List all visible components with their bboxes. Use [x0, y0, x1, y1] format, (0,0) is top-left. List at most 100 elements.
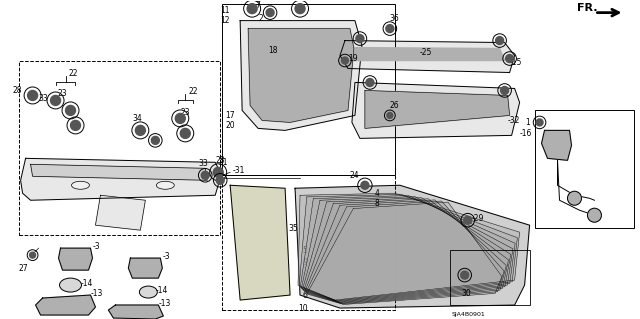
Polygon shape — [36, 295, 95, 315]
Text: 8: 8 — [375, 199, 380, 208]
Text: 27: 27 — [19, 263, 28, 273]
Text: 35: 35 — [288, 224, 298, 233]
Ellipse shape — [156, 181, 174, 189]
Circle shape — [356, 34, 364, 42]
Circle shape — [461, 271, 468, 279]
Text: 6: 6 — [302, 291, 307, 300]
Circle shape — [216, 176, 224, 184]
Polygon shape — [352, 48, 504, 61]
Circle shape — [266, 9, 274, 17]
Text: -14: -14 — [156, 286, 168, 294]
Circle shape — [180, 128, 190, 138]
Circle shape — [65, 106, 76, 115]
Text: 19: 19 — [348, 54, 358, 63]
Circle shape — [464, 216, 472, 224]
Text: 33: 33 — [198, 159, 208, 168]
Text: -3: -3 — [163, 252, 170, 261]
Bar — [534, 110, 634, 228]
Text: 17: 17 — [225, 111, 235, 120]
Text: -3: -3 — [92, 242, 100, 251]
Bar — [222, 4, 395, 175]
Polygon shape — [108, 305, 163, 319]
Polygon shape — [541, 130, 572, 160]
Text: 23: 23 — [58, 89, 67, 98]
Text: 10: 10 — [298, 303, 308, 313]
Polygon shape — [300, 196, 515, 301]
Circle shape — [568, 191, 582, 205]
Polygon shape — [298, 193, 520, 300]
Text: 26: 26 — [390, 101, 399, 110]
Polygon shape — [299, 194, 517, 300]
Circle shape — [342, 57, 348, 64]
Circle shape — [70, 120, 81, 130]
Circle shape — [136, 125, 145, 135]
Text: 23: 23 — [180, 108, 190, 117]
Circle shape — [247, 4, 257, 14]
Bar — [19, 61, 220, 235]
Circle shape — [506, 55, 514, 63]
Text: -31: -31 — [232, 166, 244, 175]
Bar — [222, 175, 395, 310]
Circle shape — [295, 4, 305, 14]
Text: -29: -29 — [472, 214, 484, 223]
Text: 21: 21 — [218, 158, 228, 167]
Circle shape — [495, 37, 504, 45]
Text: -15: -15 — [509, 58, 522, 67]
Text: 7: 7 — [255, 1, 260, 10]
Circle shape — [201, 171, 209, 179]
Polygon shape — [306, 201, 504, 304]
Circle shape — [536, 119, 543, 126]
Text: -25: -25 — [420, 48, 432, 57]
Text: 33: 33 — [38, 94, 49, 103]
Polygon shape — [248, 29, 354, 122]
Text: 28: 28 — [13, 86, 22, 95]
Text: 9: 9 — [302, 258, 307, 267]
Text: 11: 11 — [220, 6, 230, 15]
Text: -13: -13 — [158, 299, 171, 308]
Text: -32: -32 — [508, 116, 520, 125]
Text: 4: 4 — [375, 189, 380, 198]
Circle shape — [213, 167, 223, 177]
Ellipse shape — [72, 181, 90, 189]
Circle shape — [28, 91, 38, 100]
Circle shape — [588, 208, 602, 222]
Bar — [450, 250, 529, 305]
Polygon shape — [129, 258, 163, 278]
Polygon shape — [352, 83, 520, 138]
Circle shape — [366, 78, 374, 86]
Text: 28: 28 — [215, 156, 225, 165]
Circle shape — [500, 86, 509, 94]
Text: FR.: FR. — [577, 3, 598, 13]
Text: 36: 36 — [390, 14, 399, 23]
Polygon shape — [295, 185, 529, 308]
Polygon shape — [20, 158, 220, 200]
Polygon shape — [58, 248, 92, 270]
Text: -14: -14 — [81, 278, 93, 287]
Text: SJA4B0901: SJA4B0901 — [452, 312, 486, 316]
Circle shape — [361, 181, 369, 189]
Circle shape — [29, 252, 36, 258]
Text: 30: 30 — [461, 289, 472, 298]
Circle shape — [387, 112, 393, 118]
Text: 12: 12 — [220, 16, 230, 25]
Text: 20: 20 — [225, 121, 235, 130]
Circle shape — [175, 114, 185, 123]
Polygon shape — [340, 41, 515, 72]
Circle shape — [51, 95, 61, 106]
Polygon shape — [31, 164, 207, 180]
Polygon shape — [305, 200, 506, 303]
Text: 5: 5 — [302, 246, 307, 255]
Text: 22: 22 — [68, 69, 78, 78]
Text: -13: -13 — [90, 289, 103, 298]
Text: 1: 1 — [525, 118, 529, 127]
Polygon shape — [365, 91, 509, 128]
Text: 22: 22 — [188, 87, 198, 96]
Text: 2: 2 — [258, 14, 263, 23]
Polygon shape — [303, 198, 511, 302]
Polygon shape — [240, 21, 362, 130]
Text: 34: 34 — [132, 114, 142, 123]
Text: 24: 24 — [350, 171, 360, 180]
Circle shape — [386, 25, 394, 33]
Circle shape — [151, 137, 159, 145]
Ellipse shape — [140, 286, 157, 298]
